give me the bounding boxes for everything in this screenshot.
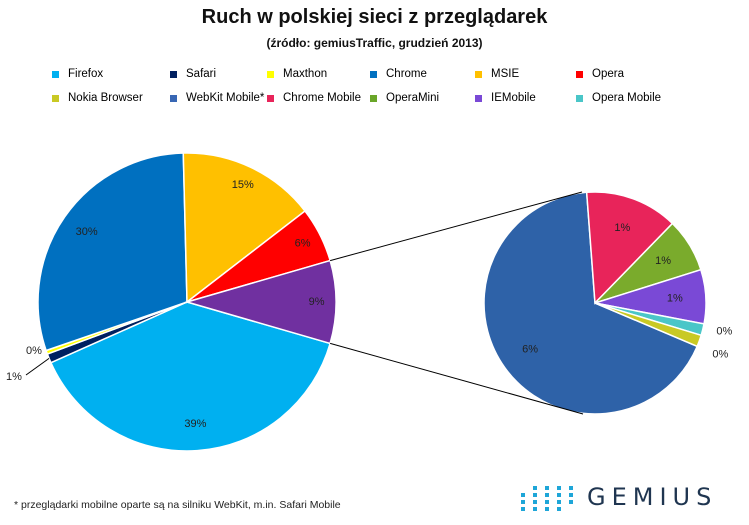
legend-swatch xyxy=(52,70,59,78)
legend-item: Chrome xyxy=(370,68,427,80)
legend: Firefox Safari Maxthon Chrome MSIE Opera Nokia… xyxy=(0,64,749,114)
legend-label: Safari xyxy=(186,68,217,80)
legend-swatch xyxy=(370,94,377,102)
legend-swatch xyxy=(475,70,482,78)
logo-dot xyxy=(533,486,537,490)
chart-title: Ruch w polskiej sieci z przeglądarek xyxy=(201,6,548,28)
data-label: 15% xyxy=(232,179,254,191)
pie-slice xyxy=(594,302,703,348)
footnote: * przeglądarki mobilne oparte są na siln… xyxy=(14,499,341,511)
legend-item: Maxthon xyxy=(267,68,327,80)
data-label: 9% xyxy=(309,296,325,308)
data-label: 6% xyxy=(295,237,311,249)
logo-dot xyxy=(557,500,561,504)
legend-item: Firefox xyxy=(52,68,103,80)
slice-label-outer: 0% xyxy=(26,345,42,357)
logo-dot xyxy=(533,500,537,504)
legend-item: MSIE xyxy=(475,68,519,80)
chart-subtitle: (źródło: gemiusTraffic, grudzień 2013) xyxy=(266,36,483,50)
legend-label: Chrome xyxy=(386,68,427,80)
legend-swatch xyxy=(52,94,59,102)
pie-slice xyxy=(585,191,674,305)
legend-swatch xyxy=(370,70,377,78)
logo-dot xyxy=(569,486,573,490)
legend-item: Opera Mobile xyxy=(576,92,661,104)
connector-line-top xyxy=(329,191,583,262)
legend-item: WebKit Mobile* xyxy=(170,92,264,104)
legend-swatch xyxy=(576,94,583,102)
pie-slice xyxy=(182,152,307,304)
legend-swatch xyxy=(170,94,177,102)
logo-dot xyxy=(545,500,549,504)
logo-text: GEMIUS xyxy=(587,483,718,511)
logo-dot xyxy=(533,507,537,511)
legend-item: Safari xyxy=(170,68,216,80)
legend-label: Opera xyxy=(592,68,624,80)
logo-dot xyxy=(545,507,549,511)
slice-label-outer: 0% xyxy=(712,348,728,360)
legend-label: Firefox xyxy=(68,68,104,80)
data-label: 6% xyxy=(522,343,538,355)
legend-label: Opera Mobile xyxy=(592,92,662,104)
slice-label-outer: 1% xyxy=(6,371,22,383)
legend-label: Nokia Browser xyxy=(68,92,143,104)
data-label: 39% xyxy=(184,418,206,430)
logo-dot xyxy=(557,486,561,490)
gemius-logo: GEMIUS xyxy=(515,482,730,512)
logo-dot xyxy=(557,493,561,497)
logo-dot xyxy=(569,500,573,504)
pie-slice xyxy=(483,191,699,415)
logo-dot xyxy=(545,493,549,497)
logo-dot xyxy=(521,507,525,511)
logo-dot xyxy=(521,493,525,497)
legend-item: Opera xyxy=(576,68,624,80)
legend-item: Chrome Mobile xyxy=(267,92,361,104)
legend-swatch xyxy=(576,70,583,78)
legend-swatch xyxy=(267,94,274,102)
logo-dots-icon xyxy=(521,486,573,511)
legend-swatch xyxy=(475,94,482,102)
pie-slice xyxy=(37,152,188,352)
legend-item: Nokia Browser xyxy=(52,92,143,104)
data-label: 1% xyxy=(667,292,683,304)
slice-label-outer: 0% xyxy=(716,325,732,337)
logo-dot xyxy=(557,507,561,511)
logo-dot xyxy=(533,493,537,497)
legend-label: MSIE xyxy=(491,68,520,80)
legend-label: Maxthon xyxy=(283,68,328,80)
legend-label: WebKit Mobile* xyxy=(186,92,265,104)
legend-label: OperaMini xyxy=(386,92,440,104)
pie-slice xyxy=(49,301,332,452)
logo-dot xyxy=(521,500,525,504)
legend-label: IEMobile xyxy=(491,92,536,104)
connector-line-bottom xyxy=(329,342,584,415)
leader-line xyxy=(25,357,50,376)
legend-swatch xyxy=(267,70,274,78)
legend-item: OperaMini xyxy=(370,92,439,104)
legend-label: Chrome Mobile xyxy=(283,92,361,104)
pie-slice xyxy=(184,259,337,345)
data-label: 30% xyxy=(76,226,98,238)
legend-swatch xyxy=(170,70,177,78)
logo-dot xyxy=(569,493,573,497)
data-label: 1% xyxy=(614,222,630,234)
logo-dot xyxy=(545,486,549,490)
legend-item: IEMobile xyxy=(475,92,536,104)
data-label: 1% xyxy=(655,255,671,267)
